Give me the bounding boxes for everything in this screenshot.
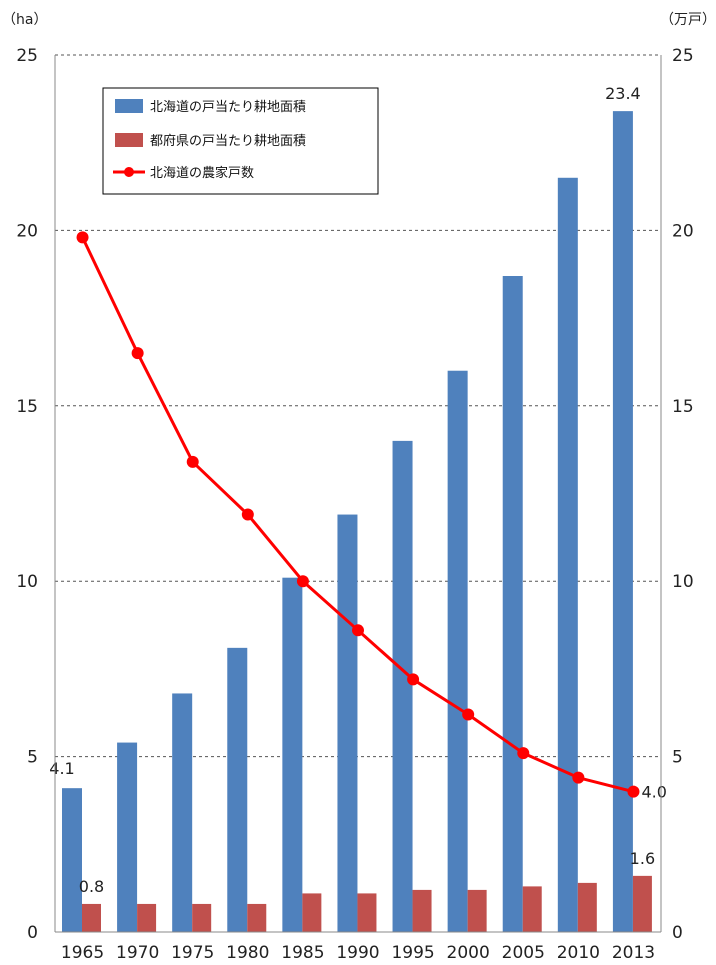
bar-fuken-area	[82, 903, 101, 932]
label-hokkaido-first: 4.1	[49, 759, 74, 778]
point-households	[186, 455, 199, 468]
x-tick-label: 1975	[171, 943, 214, 963]
bar-hokkaido-area	[117, 742, 138, 932]
bar-hokkaido-area	[612, 111, 633, 933]
left-tick-label: 20	[16, 221, 38, 241]
legend-swatch-fuken-area	[115, 133, 143, 147]
legend-label-households: 北海道の農家戸数	[150, 165, 254, 181]
legend-swatch-hokkaido-area	[115, 99, 143, 113]
x-tick-label: 2010	[557, 943, 600, 963]
label-fuken-last: 1.6	[630, 849, 655, 868]
point-households	[627, 785, 640, 798]
line-series	[76, 231, 640, 798]
bar-hokkaido-area	[282, 577, 303, 932]
data-labels: 4.1 23.4 0.8 1.6 4.0	[49, 84, 667, 896]
point-households	[241, 508, 254, 521]
left-axis-ticks: 0 5 10 15 20 25	[16, 46, 38, 943]
bar-fuken-area	[577, 882, 597, 932]
right-axis-ticks: 0 5 10 15 20 25	[672, 46, 694, 943]
left-tick-label: 10	[16, 572, 38, 592]
point-households	[462, 708, 475, 721]
point-households	[131, 347, 144, 360]
x-tick-label: 2013	[612, 943, 655, 963]
bar-fuken-area	[412, 889, 432, 932]
point-households	[517, 747, 530, 760]
x-tick-label: 2000	[447, 943, 490, 963]
point-households	[407, 673, 420, 686]
bar-fuken-area	[632, 875, 652, 932]
bar-hokkaido-area	[337, 514, 358, 932]
point-households	[352, 624, 364, 637]
bar-hokkaido-area	[557, 177, 578, 932]
bar-series	[62, 111, 652, 933]
left-tick-label: 0	[27, 923, 38, 943]
label-households-last: 4.0	[641, 783, 666, 802]
x-tick-label: 1980	[226, 943, 269, 963]
legend-box	[102, 87, 379, 195]
bar-hokkaido-area	[447, 370, 468, 933]
bar-fuken-area	[192, 903, 212, 932]
label-hokkaido-last: 23.4	[605, 84, 641, 103]
point-households	[76, 231, 89, 244]
bar-fuken-area	[302, 893, 322, 932]
bar-hokkaido-area	[172, 693, 193, 932]
bar-fuken-area	[522, 886, 542, 932]
point-households	[572, 771, 585, 784]
x-tick-label: 1965	[61, 943, 104, 963]
left-tick-label: 25	[16, 46, 38, 66]
x-tick-label: 1970	[116, 943, 159, 963]
bar-hokkaido-area	[392, 440, 413, 932]
x-tick-label: 1990	[336, 943, 379, 963]
right-tick-label: 5	[672, 748, 683, 768]
x-tick-label: 2005	[502, 943, 545, 963]
right-tick-label: 10	[672, 572, 694, 592]
x-tick-label: 1995	[391, 943, 434, 963]
legend-marker-households	[124, 167, 134, 177]
legend-label-hokkaido-area: 北海道の戸当たり耕地面積	[150, 99, 306, 115]
bar-hokkaido-area	[62, 788, 82, 932]
bar-fuken-area	[357, 893, 377, 932]
right-tick-label: 15	[672, 397, 694, 417]
bar-hokkaido-area	[502, 276, 523, 932]
x-tick-label: 1985	[281, 943, 324, 963]
legend-label-fuken-area: 都府県の戸当たり耕地面積	[150, 133, 306, 149]
left-axis-unit: （ha）	[2, 12, 47, 28]
right-tick-label: 25	[672, 46, 694, 66]
right-tick-label: 20	[672, 221, 694, 241]
right-tick-label: 0	[672, 923, 683, 943]
left-tick-label: 5	[27, 748, 38, 768]
bar-fuken-area	[247, 903, 267, 932]
bar-fuken-area	[467, 889, 487, 932]
legend: 北海道の戸当たり耕地面積 都府県の戸当たり耕地面積 北海道の農家戸数	[102, 87, 379, 195]
point-households	[296, 575, 309, 588]
bar-fuken-area	[137, 903, 157, 932]
right-axis-unit: （万戸）	[660, 12, 716, 28]
label-fuken-first: 0.8	[79, 877, 104, 896]
bar-hokkaido-area	[227, 647, 248, 932]
line-households	[81, 236, 634, 794]
left-tick-label: 15	[16, 397, 38, 417]
x-axis-ticks: 1965 1970 1975 1980 1985 1990 1995 2000 2005 2010…	[61, 943, 655, 963]
